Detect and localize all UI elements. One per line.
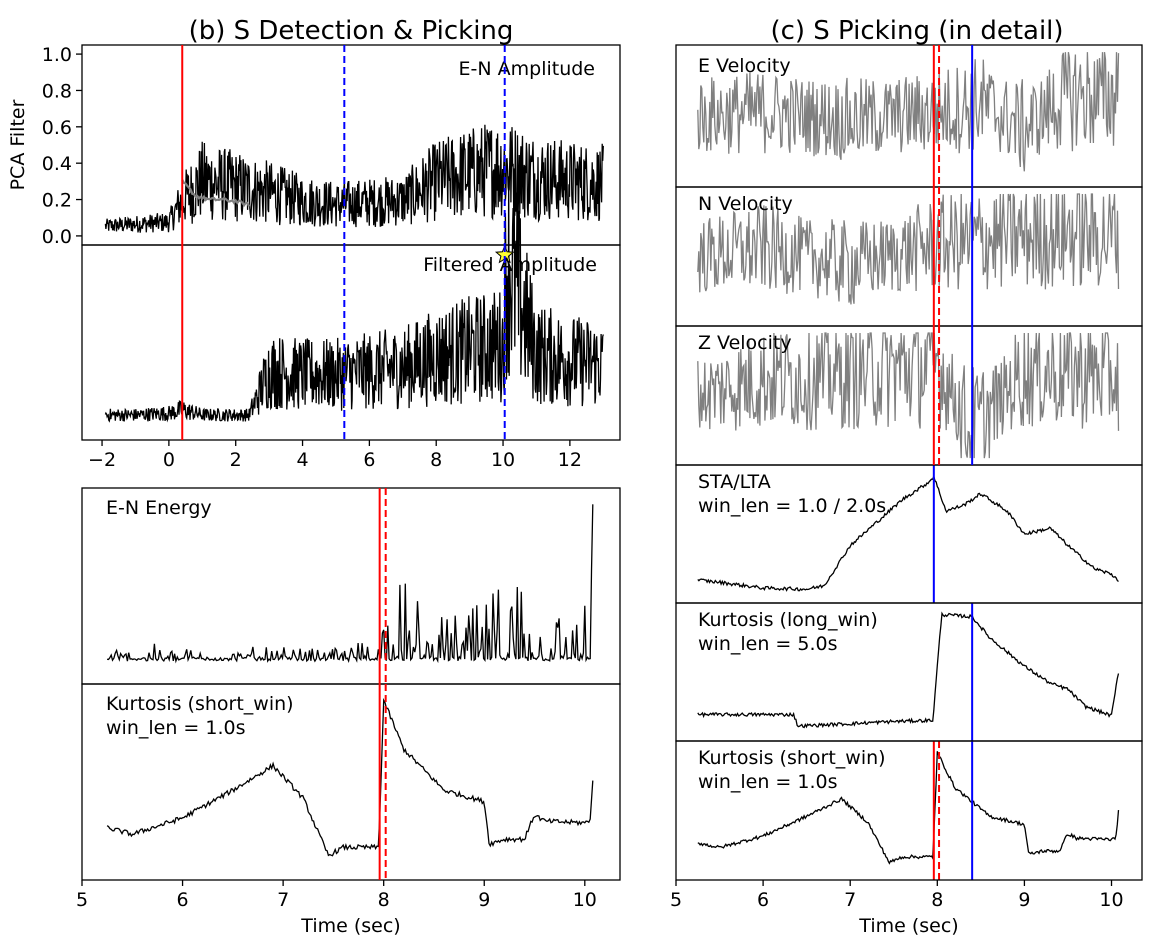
x-tick-label: 5 — [76, 889, 88, 911]
panel-label: Filtered Amplitude — [423, 254, 597, 276]
x-tick-label: 9 — [478, 889, 490, 911]
panel-label: E-N Amplitude — [459, 58, 595, 80]
y-tick-label: 0.0 — [42, 226, 72, 248]
chart-b_bottom: E-N Energy Kurtosis (short_win)win_len = … — [76, 487, 621, 937]
y-tick-label: 1.0 — [42, 44, 72, 66]
panel-label: Kurtosis (long_win) — [698, 609, 878, 631]
x-tick-label: 7 — [844, 889, 856, 911]
panel-label: win_len = 1.0 / 2.0s — [698, 495, 886, 517]
panel-frame — [81, 683, 621, 881]
panel-label: Z Velocity — [698, 332, 792, 354]
series-line-b_top-1-0 — [104, 176, 604, 423]
panel-label: STA/LTA — [698, 471, 771, 493]
x-tick-label: −2 — [88, 449, 116, 471]
x-axis-label: Time (sec) — [858, 915, 958, 937]
y-tick-label: 0.6 — [42, 117, 72, 139]
panel-label: N Velocity — [698, 193, 793, 215]
x-tick-label: 12 — [558, 449, 582, 471]
chart-b_top: 0.0 0.2 0.4 0.6 0.8 1.0 E-N Amplitude Filtered … — [7, 44, 621, 471]
y-tick-label: 0.8 — [42, 80, 72, 102]
y-tick-label: 0.2 — [42, 190, 72, 212]
x-tick-label: 0 — [163, 449, 175, 471]
plots-layer: 0.0 0.2 0.4 0.6 0.8 1.0 E-N Amplitude Filtered … — [7, 44, 1143, 937]
x-tick-label: 8 — [931, 889, 943, 911]
series-line-b_top-0-0 — [104, 124, 604, 233]
x-tick-label: 8 — [430, 449, 442, 471]
x-tick-label: 6 — [177, 889, 189, 911]
panel-label: E Velocity — [698, 55, 791, 77]
x-tick-label: 10 — [573, 889, 597, 911]
panel-frame — [675, 740, 1143, 881]
panel-label: Kurtosis (short_win) — [106, 693, 294, 715]
panel-label: E-N Energy — [106, 497, 212, 519]
x-tick-label: 6 — [363, 449, 375, 471]
x-tick-label: 10 — [491, 449, 515, 471]
x-tick-label: 8 — [378, 889, 390, 911]
series-line-c-5-0 — [697, 751, 1120, 865]
x-axis-label: Time (sec) — [300, 915, 400, 937]
x-tick-label: 4 — [296, 449, 308, 471]
y-tick-label: 0.4 — [42, 153, 72, 175]
series-line-b_bottom-0-0 — [107, 504, 594, 664]
series-line-c-0-0 — [697, 51, 1120, 172]
series-line-b_top-0-1 — [181, 179, 251, 208]
panel-c-title: (c) S Picking (in detail) — [770, 16, 1063, 46]
series-line-c-2-0 — [697, 332, 1120, 459]
series-line-b_bottom-1-0 — [106, 697, 594, 857]
y-axis-label: PCA Filter — [7, 99, 29, 190]
x-tick-label: 6 — [757, 889, 769, 911]
panel-label: win_len = 5.0s — [698, 633, 838, 655]
series-line-c-3-0 — [697, 474, 1119, 592]
x-tick-label: 5 — [670, 889, 682, 911]
x-tick-label: 9 — [1018, 889, 1030, 911]
panel-frame — [81, 244, 621, 441]
panel-label: win_len = 1.0s — [698, 771, 838, 793]
x-tick-label: 10 — [1099, 889, 1123, 911]
x-tick-label: 7 — [277, 889, 289, 911]
panel-b-title: (b) S Detection & Picking — [189, 16, 514, 46]
series-line-c-1-0 — [697, 193, 1120, 305]
panel-label: win_len = 1.0s — [106, 717, 246, 739]
x-tick-label: 2 — [230, 449, 242, 471]
panel-label: Kurtosis (short_win) — [698, 747, 886, 769]
series-line-c-4-0 — [697, 611, 1120, 729]
